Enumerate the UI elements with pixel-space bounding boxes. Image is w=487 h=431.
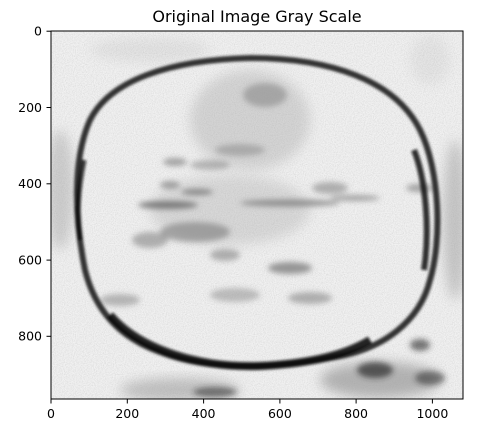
plot-frame [50,30,464,400]
y-tick-label: 0 [34,24,42,39]
chart-title: Original Image Gray Scale [152,7,361,26]
y-tick-label: 600 [18,252,42,267]
x-axis [50,399,433,404]
x-tick-label: 1000 [416,406,448,421]
y-tick-label: 400 [18,176,42,191]
x-tick-label: 600 [268,406,292,421]
y-axis [46,30,51,337]
x-tick-label: 400 [192,406,216,421]
y-tick-label: 200 [18,100,42,115]
y-tick-label: 800 [18,329,42,344]
x-tick-label: 0 [47,406,55,421]
x-tick-label: 800 [344,406,368,421]
x-tick-label: 200 [115,406,139,421]
grayscale-image [51,31,463,399]
